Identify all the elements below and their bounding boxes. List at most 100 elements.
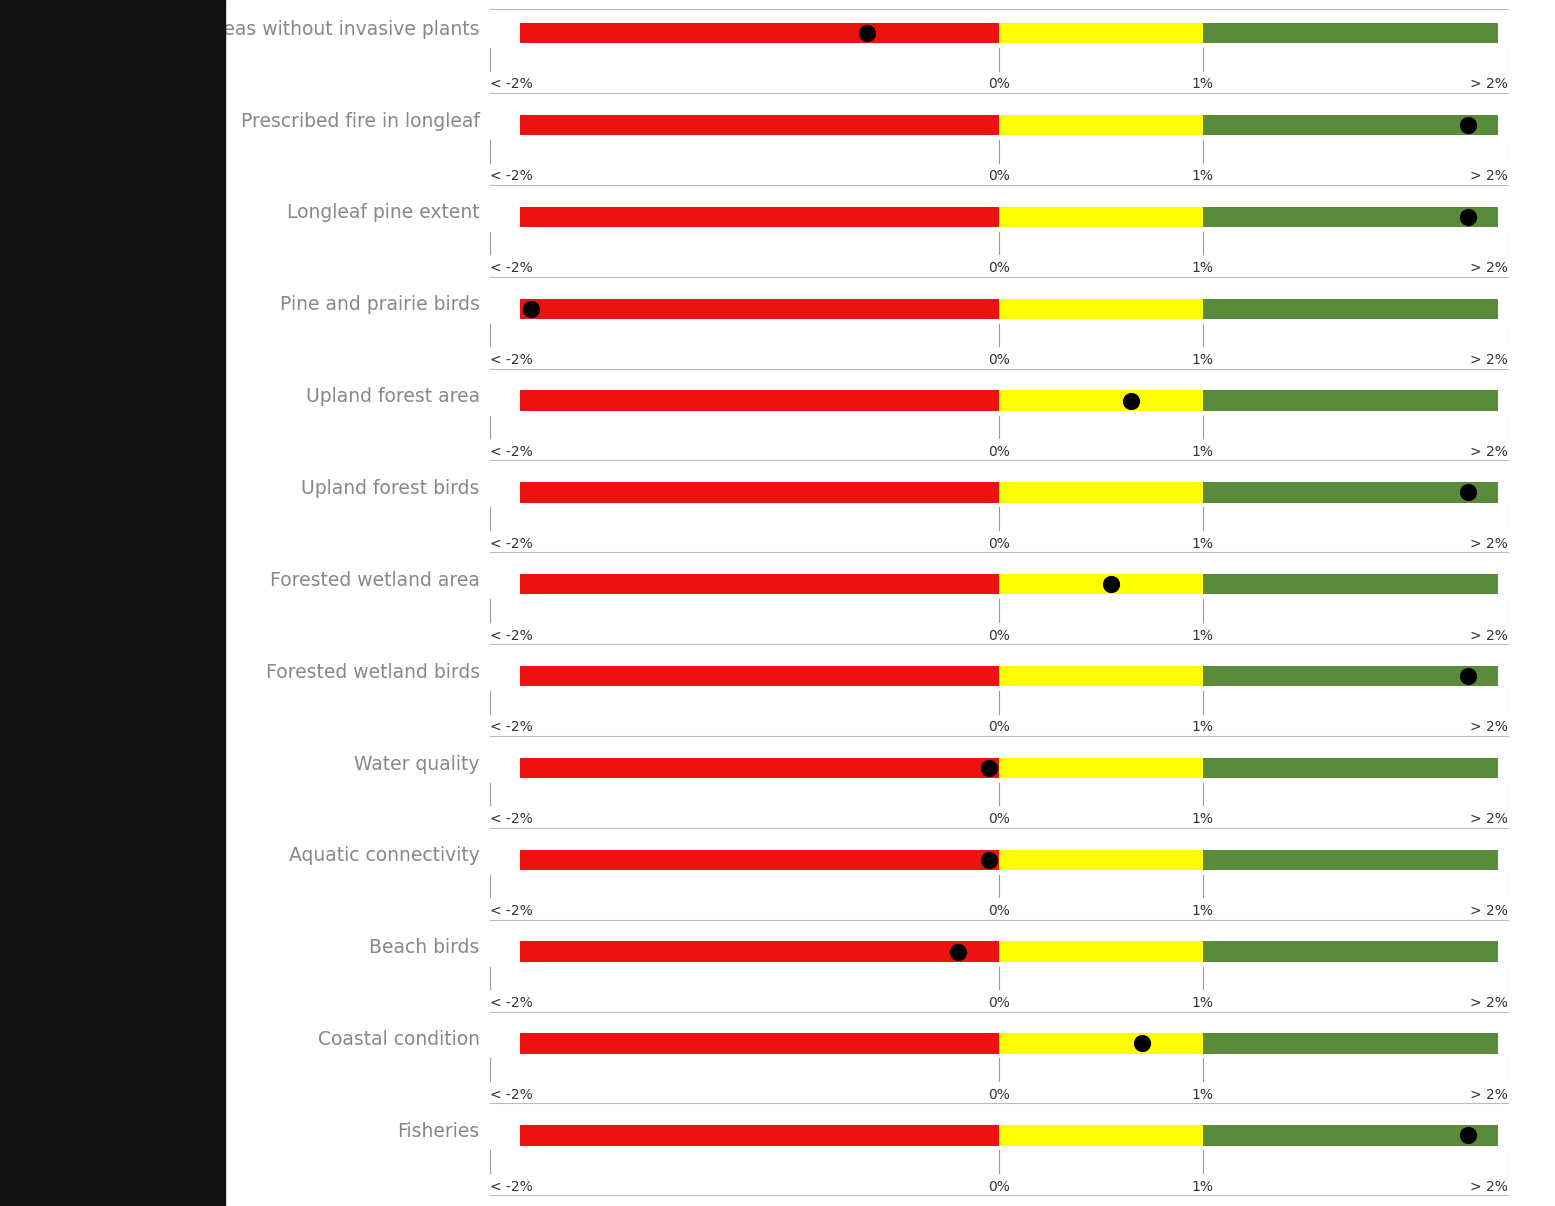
Bar	[998, 115, 1202, 135]
Bar	[1202, 482, 1497, 503]
Bar	[521, 482, 998, 503]
Bar	[998, 849, 1202, 870]
Text: Fisheries: Fisheries	[398, 1122, 479, 1141]
Text: Forested wetland area: Forested wetland area	[269, 570, 479, 590]
Point	[945, 942, 970, 961]
Text: > 2%: > 2%	[1471, 353, 1508, 367]
Bar	[998, 206, 1202, 227]
Bar	[1202, 115, 1497, 135]
Text: 0%: 0%	[987, 537, 1011, 551]
Point	[1120, 391, 1144, 410]
Bar	[1202, 391, 1497, 411]
Bar	[1202, 942, 1497, 962]
Text: < -2%: < -2%	[490, 628, 532, 643]
Text: 1%: 1%	[1191, 628, 1214, 643]
Bar	[521, 23, 998, 43]
Point	[977, 850, 1001, 870]
Text: 0%: 0%	[987, 1179, 1011, 1194]
Text: > 2%: > 2%	[1471, 996, 1508, 1009]
Text: > 2%: > 2%	[1471, 812, 1508, 826]
Text: < -2%: < -2%	[490, 904, 532, 918]
Point	[1455, 207, 1480, 227]
Bar	[998, 482, 1202, 503]
Text: > 2%: > 2%	[1471, 537, 1508, 551]
Text: 1%: 1%	[1191, 537, 1214, 551]
Text: Aquatic connectivity: Aquatic connectivity	[289, 847, 479, 866]
Bar	[1202, 1034, 1497, 1054]
Text: 0%: 0%	[987, 77, 1011, 92]
Bar	[521, 757, 998, 778]
Text: < -2%: < -2%	[490, 537, 532, 551]
Text: Water quality: Water quality	[355, 755, 479, 773]
Text: Areas without invasive plants: Areas without invasive plants	[204, 19, 479, 39]
Text: 0%: 0%	[987, 904, 1011, 918]
Text: Longleaf pine extent: Longleaf pine extent	[288, 204, 479, 222]
Text: > 2%: > 2%	[1471, 445, 1508, 458]
Bar	[521, 942, 998, 962]
Bar	[1202, 1125, 1497, 1146]
Text: > 2%: > 2%	[1471, 720, 1508, 734]
Bar	[998, 942, 1202, 962]
Bar	[1202, 574, 1497, 595]
Bar	[998, 23, 1202, 43]
Bar	[521, 299, 998, 318]
Text: 0%: 0%	[987, 169, 1011, 183]
Text: Forested wetland birds: Forested wetland birds	[266, 663, 479, 681]
Text: < -2%: < -2%	[490, 445, 532, 458]
Text: 0%: 0%	[987, 1088, 1011, 1102]
Point	[977, 759, 1001, 778]
Bar	[998, 757, 1202, 778]
Text: > 2%: > 2%	[1471, 77, 1508, 92]
Bar	[521, 1034, 998, 1054]
Text: Pine and prairie birds: Pine and prairie birds	[280, 295, 479, 315]
Text: 0%: 0%	[987, 720, 1011, 734]
Text: 0%: 0%	[987, 628, 1011, 643]
Bar	[521, 391, 998, 411]
Text: > 2%: > 2%	[1471, 1179, 1508, 1194]
Bar	[521, 1125, 998, 1146]
Bar	[1202, 757, 1497, 778]
Text: 1%: 1%	[1191, 353, 1214, 367]
Text: Prescribed fire in longleaf: Prescribed fire in longleaf	[241, 112, 479, 130]
Bar	[998, 574, 1202, 595]
Bar	[998, 1125, 1202, 1146]
Text: 1%: 1%	[1191, 904, 1214, 918]
Text: Coastal condition: Coastal condition	[317, 1030, 479, 1049]
Text: 1%: 1%	[1191, 445, 1214, 458]
Text: 1%: 1%	[1191, 996, 1214, 1009]
Bar	[521, 849, 998, 870]
Bar	[521, 206, 998, 227]
Bar	[521, 666, 998, 686]
Text: 1%: 1%	[1191, 1179, 1214, 1194]
Text: > 2%: > 2%	[1471, 1088, 1508, 1102]
Text: 0%: 0%	[987, 445, 1011, 458]
Text: > 2%: > 2%	[1471, 169, 1508, 183]
Bar	[1202, 299, 1497, 318]
Bar	[998, 299, 1202, 318]
Point	[1099, 574, 1124, 593]
Text: < -2%: < -2%	[490, 720, 532, 734]
Text: < -2%: < -2%	[490, 1179, 532, 1194]
Text: < -2%: < -2%	[490, 996, 532, 1009]
Text: Upland forest birds: Upland forest birds	[302, 479, 479, 498]
Text: < -2%: < -2%	[490, 169, 532, 183]
Text: 1%: 1%	[1191, 262, 1214, 275]
Bar	[1202, 849, 1497, 870]
Bar	[998, 391, 1202, 411]
Text: 1%: 1%	[1191, 77, 1214, 92]
Text: 0%: 0%	[987, 812, 1011, 826]
Bar	[1202, 206, 1497, 227]
Text: 1%: 1%	[1191, 1088, 1214, 1102]
Text: 1%: 1%	[1191, 720, 1214, 734]
Text: 0%: 0%	[987, 996, 1011, 1009]
Text: < -2%: < -2%	[490, 1088, 532, 1102]
Text: 1%: 1%	[1191, 812, 1214, 826]
Text: Beach birds: Beach birds	[369, 938, 479, 958]
Text: < -2%: < -2%	[490, 77, 532, 92]
Bar	[1202, 666, 1497, 686]
Bar	[998, 1034, 1202, 1054]
Point	[854, 24, 879, 43]
Text: 1%: 1%	[1191, 169, 1214, 183]
Text: > 2%: > 2%	[1471, 628, 1508, 643]
Bar	[521, 115, 998, 135]
